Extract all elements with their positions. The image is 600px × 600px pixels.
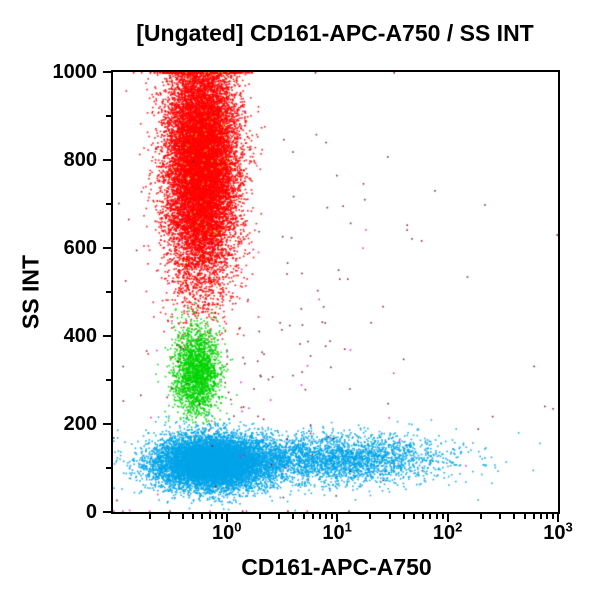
x-major-tick-mark	[336, 514, 339, 522]
y-major-tick-mark	[103, 335, 111, 337]
y-major-tick-mark	[103, 511, 111, 513]
x-minor-tick-mark	[319, 514, 322, 519]
x-tick-label: 100	[211, 519, 242, 544]
plot-frame	[111, 70, 560, 514]
x-minor-tick-mark	[413, 514, 416, 519]
x-minor-tick-mark	[551, 514, 554, 519]
scatter-canvas	[113, 72, 558, 512]
x-minor-tick-mark	[325, 514, 328, 519]
x-minor-tick-mark	[513, 514, 516, 519]
x-minor-tick-mark	[499, 514, 502, 519]
y-major-tick-mark	[103, 71, 111, 73]
x-minor-tick-mark	[441, 514, 444, 519]
x-minor-tick-mark	[278, 514, 281, 519]
x-minor-tick-mark	[220, 514, 223, 519]
x-minor-tick-mark	[532, 514, 535, 519]
y-tick-label: 800	[63, 149, 97, 171]
x-minor-tick-mark	[402, 514, 405, 519]
x-minor-tick-mark	[369, 514, 372, 519]
x-tick-label: 102	[432, 519, 463, 544]
y-minor-tick-mark	[106, 203, 111, 205]
y-tick-label: 1000	[52, 61, 98, 83]
x-minor-tick-mark	[539, 514, 542, 519]
x-major-tick-mark	[557, 514, 559, 522]
x-minor-tick-mark	[388, 514, 391, 519]
x-major-tick-mark	[446, 514, 449, 522]
y-major-tick-mark	[103, 423, 111, 425]
y-major-tick-mark	[103, 159, 111, 161]
y-minor-tick-mark	[106, 291, 111, 293]
plot-title: [Ungated] CD161-APC-A750 / SS INT	[136, 20, 534, 46]
x-minor-tick-mark	[422, 514, 425, 519]
x-minor-tick-mark	[292, 514, 295, 519]
y-minor-tick-mark	[106, 467, 111, 469]
x-minor-tick-mark	[192, 514, 195, 519]
y-minor-tick-mark	[106, 379, 111, 381]
x-minor-tick-mark	[215, 514, 218, 519]
x-minor-tick-mark	[479, 514, 482, 519]
x-major-tick-mark	[225, 514, 228, 522]
x-minor-tick-mark	[167, 514, 170, 519]
y-axis-label: SS INT	[17, 254, 44, 330]
x-minor-tick-mark	[331, 514, 334, 519]
y-tick-label: 200	[63, 413, 97, 435]
x-minor-tick-mark	[148, 514, 151, 519]
x-minor-tick-mark	[208, 514, 211, 519]
x-minor-tick-mark	[258, 514, 261, 519]
x-axis-label: CD161-APC-A750	[241, 554, 432, 580]
x-minor-tick-mark	[181, 514, 184, 519]
x-minor-tick-mark	[311, 514, 314, 519]
x-tick-label: 103	[543, 519, 573, 544]
y-major-tick-mark	[103, 247, 111, 249]
x-minor-tick-mark	[523, 514, 526, 519]
x-minor-tick-mark	[546, 514, 549, 519]
x-minor-tick-mark	[429, 514, 432, 519]
x-tick-label: 101	[322, 519, 352, 544]
x-minor-tick-mark	[201, 514, 204, 519]
x-minor-tick-mark	[302, 514, 305, 519]
y-tick-label: 0	[85, 501, 97, 523]
y-minor-tick-mark	[106, 115, 111, 117]
x-minor-tick-mark	[435, 514, 438, 519]
y-tick-label: 400	[63, 325, 97, 347]
y-tick-label: 600	[63, 237, 97, 259]
